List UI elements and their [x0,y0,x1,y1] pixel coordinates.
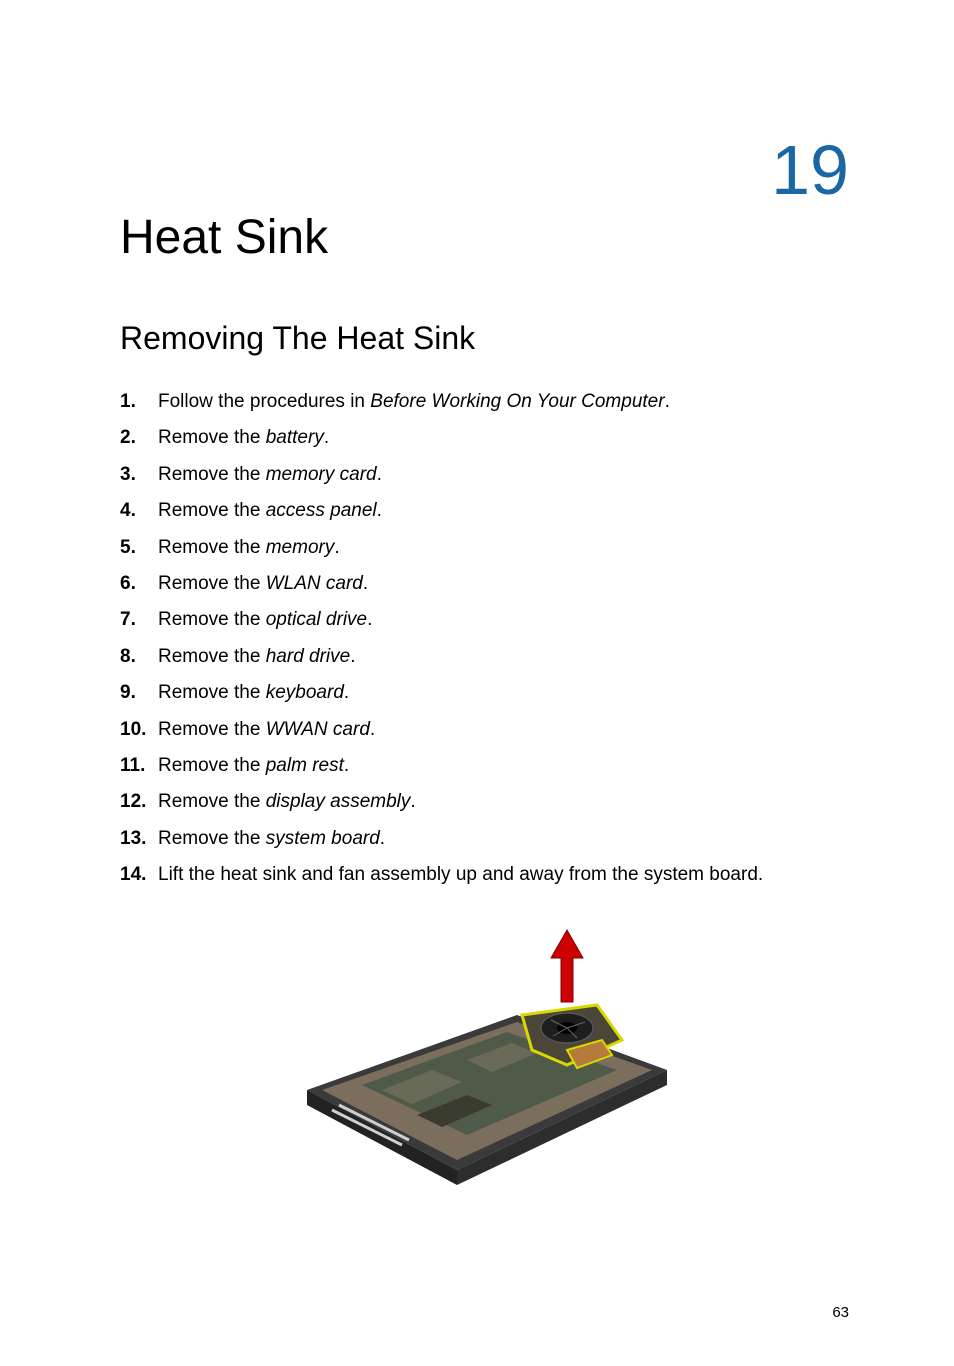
step-text: Remove the WWAN card. [158,715,834,745]
procedure-list: 1.Follow the procedures in Before Workin… [120,387,834,890]
step-reference: battery [266,427,324,448]
step-number: 7. [120,605,158,635]
procedure-step: 8.Remove the hard drive. [120,642,834,672]
manual-page: 19 Heat Sink Removing The Heat Sink 1.Fo… [0,0,954,1366]
step-text: Remove the memory card. [158,460,834,490]
step-reference: memory card [266,464,377,485]
step-number: 9. [120,678,158,708]
procedure-step: 1.Follow the procedures in Before Workin… [120,387,834,417]
heatsink-removal-svg [267,910,687,1190]
procedure-step: 5.Remove the memory. [120,533,834,563]
step-number: 5. [120,533,158,563]
procedure-step: 7.Remove the optical drive. [120,605,834,635]
step-text: Remove the hard drive. [158,642,834,672]
step-number: 8. [120,642,158,672]
step-text: Remove the display assembly. [158,787,834,817]
figure-container [120,910,834,1190]
step-reference: display assembly [266,791,411,812]
chapter-number: 19 [771,130,849,210]
step-reference: system board [266,828,380,849]
laptop-heatsink-figure [267,910,687,1190]
procedure-step: 11.Remove the palm rest. [120,751,834,781]
step-text: Remove the battery. [158,423,834,453]
procedure-step: 14.Lift the heat sink and fan assembly u… [120,860,834,890]
step-text: Lift the heat sink and fan assembly up a… [158,860,834,890]
procedure-step: 2.Remove the battery. [120,423,834,453]
step-reference: palm rest [266,755,344,776]
step-reference: memory [266,537,335,558]
step-text: Remove the optical drive. [158,605,834,635]
step-number: 10. [120,715,158,745]
step-number: 6. [120,569,158,599]
step-number: 12. [120,787,158,817]
step-number: 1. [120,387,158,417]
section-title: Removing The Heat Sink [120,320,834,357]
step-number: 4. [120,496,158,526]
step-text: Remove the memory. [158,533,834,563]
step-text: Remove the palm rest. [158,751,834,781]
procedure-step: 3.Remove the memory card. [120,460,834,490]
step-reference: WLAN card [266,573,363,594]
procedure-step: 4.Remove the access panel. [120,496,834,526]
step-text: Follow the procedures in Before Working … [158,387,834,417]
step-reference: WWAN card [266,719,370,740]
step-text: Remove the access panel. [158,496,834,526]
step-reference: Before Working On Your Computer [370,391,664,412]
step-reference: hard drive [266,646,351,667]
step-number: 14. [120,860,158,890]
step-number: 2. [120,423,158,453]
step-reference: access panel [266,500,377,521]
procedure-step: 6.Remove the WLAN card. [120,569,834,599]
page-number: 63 [832,1304,849,1321]
step-text: Remove the system board. [158,824,834,854]
step-number: 3. [120,460,158,490]
step-reference: optical drive [266,609,367,630]
chapter-title: Heat Sink [120,210,834,265]
procedure-step: 12.Remove the display assembly. [120,787,834,817]
lift-arrow-icon [551,930,583,1002]
step-number: 11. [120,751,158,781]
step-reference: keyboard [266,682,344,703]
step-number: 13. [120,824,158,854]
step-text: Remove the WLAN card. [158,569,834,599]
step-text: Remove the keyboard. [158,678,834,708]
procedure-step: 10.Remove the WWAN card. [120,715,834,745]
procedure-step: 9.Remove the keyboard. [120,678,834,708]
procedure-step: 13.Remove the system board. [120,824,834,854]
